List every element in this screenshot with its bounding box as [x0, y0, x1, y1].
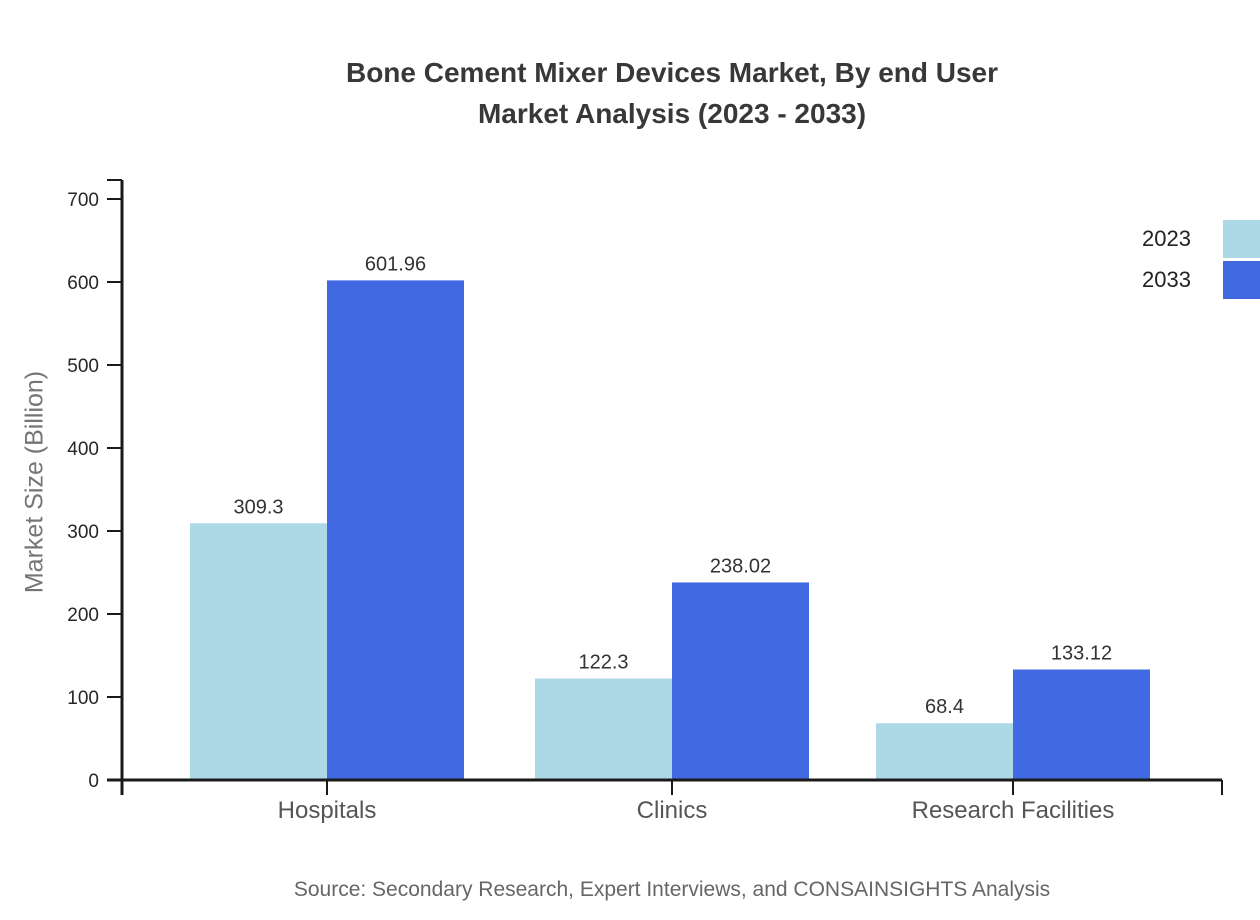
- bar-value-label: 601.96: [365, 253, 426, 275]
- source-attribution: Source: Secondary Research, Expert Inter…: [293, 878, 1051, 901]
- y-tick-label: 400: [67, 439, 99, 460]
- bar-2023-research-facilities: [876, 723, 1013, 780]
- y-tick-label: 300: [67, 522, 99, 543]
- bar-value-label: 238.02: [710, 555, 771, 577]
- legend: 2023 2033: [1142, 220, 1260, 299]
- chart-title: Bone Cement Mixer Devices Market, By end…: [122, 52, 1222, 134]
- bar-2033-research-facilities: [1013, 669, 1150, 780]
- bar-value-label: 122.3: [578, 651, 628, 673]
- y-tick-label: 500: [67, 356, 99, 377]
- bar-2023-clinics: [535, 678, 672, 780]
- legend-label-2033: 2033: [1142, 267, 1191, 292]
- y-tick-label: 100: [67, 688, 99, 709]
- legend-label-2023: 2023: [1142, 226, 1191, 251]
- bar-2023-hospitals: [190, 523, 327, 780]
- bar-value-label: 68.4: [925, 696, 964, 718]
- legend-swatch-2023: [1223, 220, 1260, 258]
- bar-2033-hospitals: [327, 280, 464, 780]
- legend-entry-2033: 2033: [1142, 261, 1260, 299]
- x-category-label: Hospitals: [278, 797, 377, 824]
- bar-value-label: 133.12: [1051, 643, 1112, 665]
- y-tick-label: 700: [67, 190, 99, 211]
- bar-2033-clinics: [672, 582, 809, 780]
- chart-title-line-1: Bone Cement Mixer Devices Market, By end…: [345, 57, 999, 88]
- x-category-label: Clinics: [637, 797, 708, 824]
- legend-swatch-2033: [1223, 261, 1260, 299]
- legend-entry-2023: 2023: [1142, 220, 1260, 258]
- y-tick-label: 200: [67, 605, 99, 626]
- y-tick-label: 600: [67, 273, 99, 294]
- y-tick-label: 0: [88, 771, 99, 792]
- bar-value-label: 309.3: [233, 496, 283, 518]
- x-category-label: Research Facilities: [912, 797, 1115, 824]
- chart-title-line-2: Market Analysis (2023 - 2033): [477, 98, 867, 129]
